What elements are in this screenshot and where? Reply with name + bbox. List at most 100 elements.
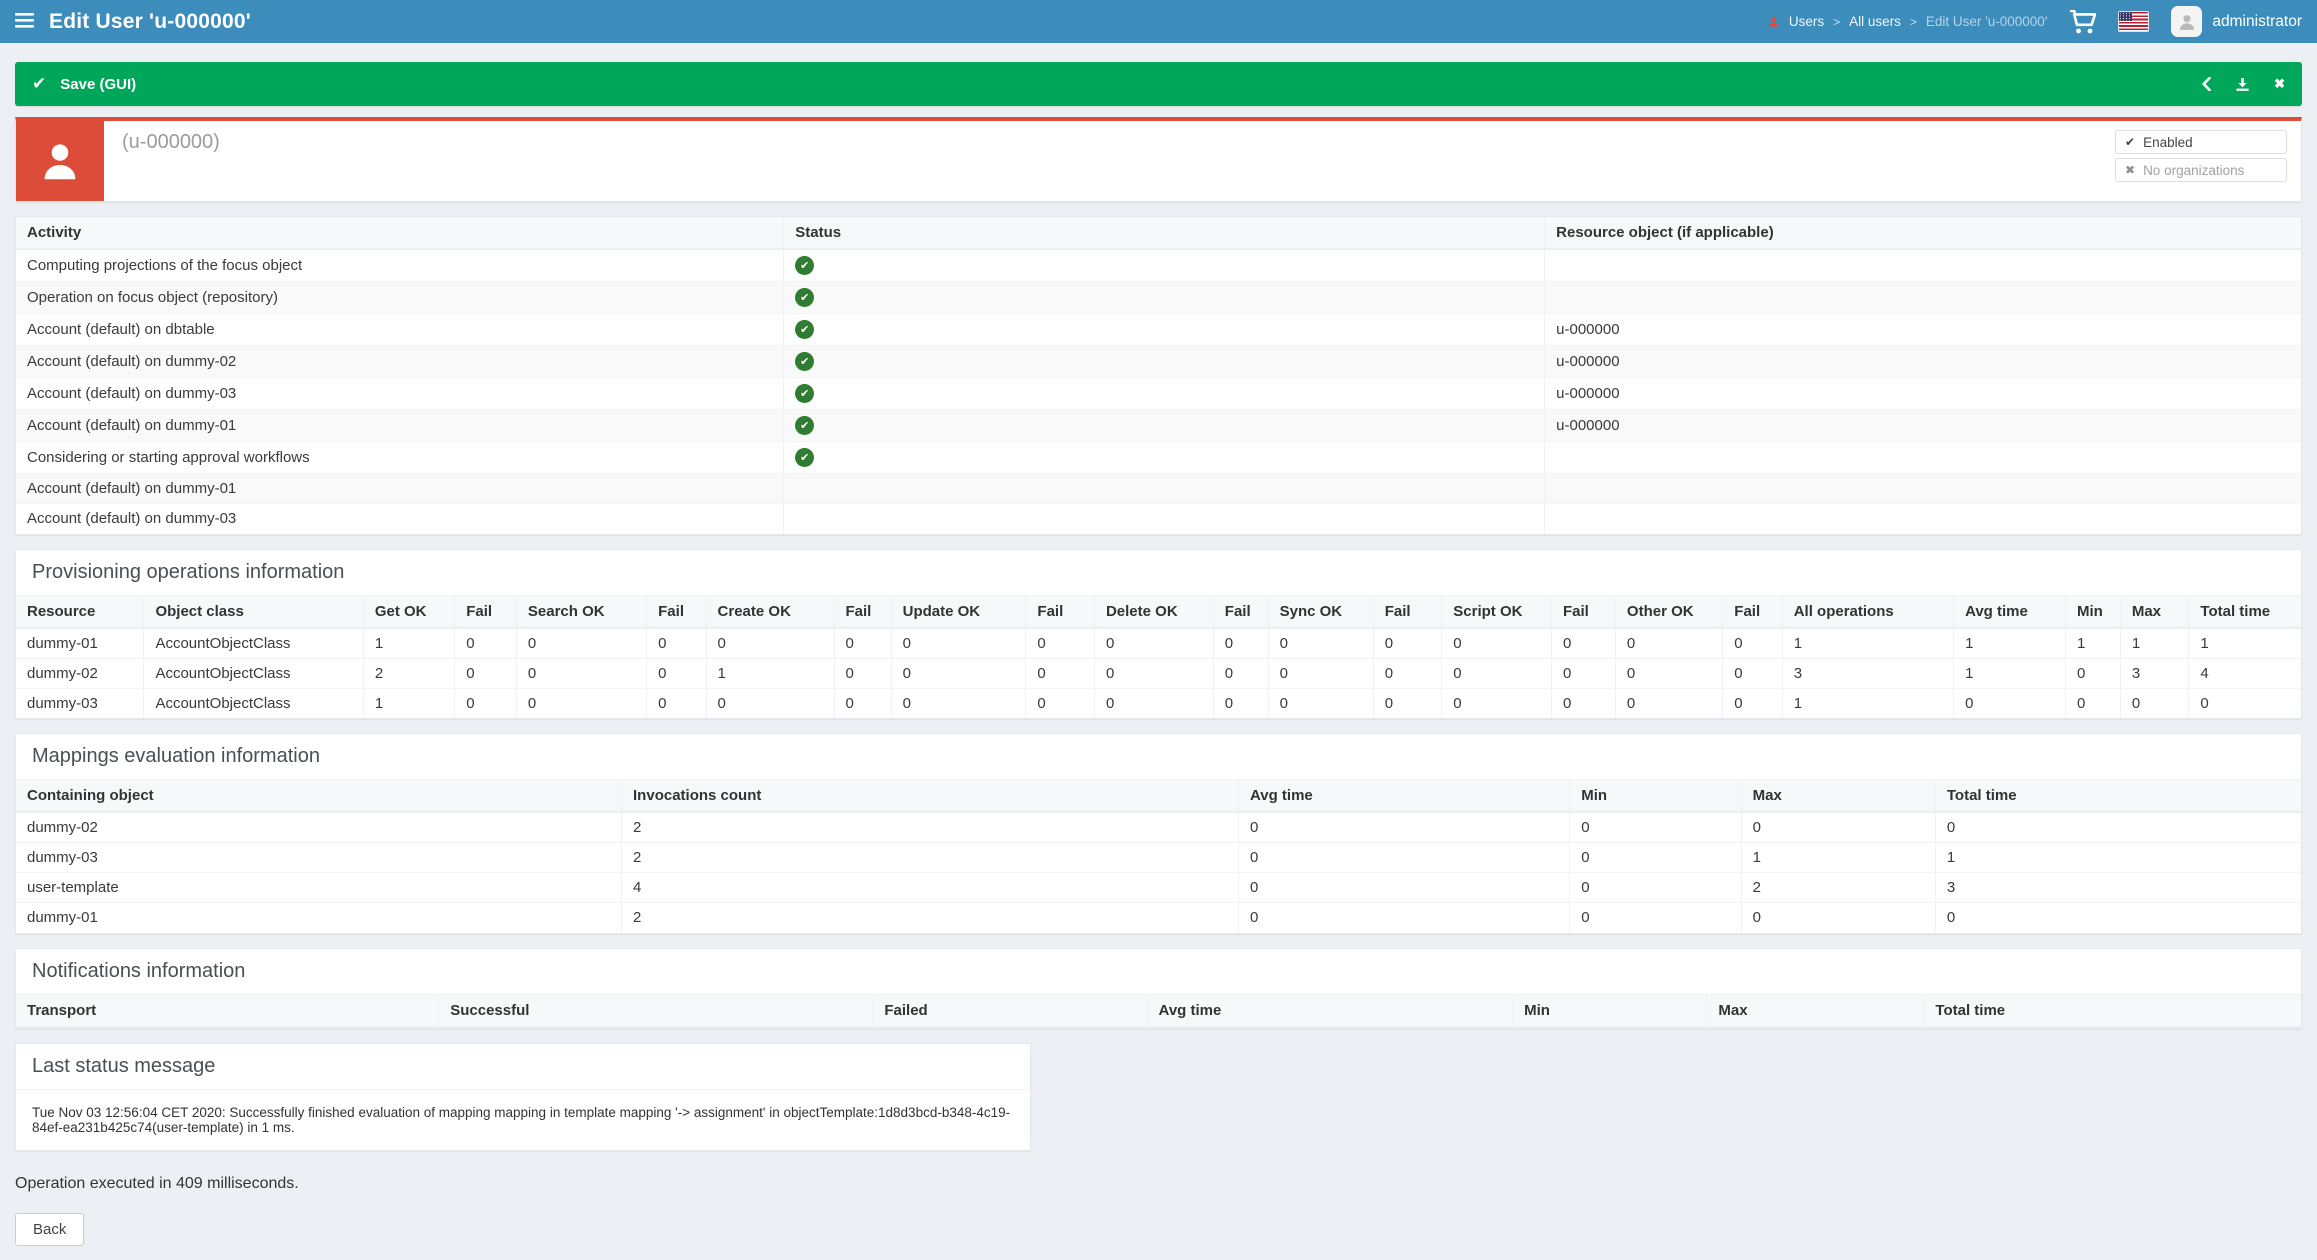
table-cell: user-template [16, 872, 622, 903]
notifications-table: Transport Successful Failed Avg time Min Max T… [16, 994, 2301, 1028]
column-header: All operations [1781, 595, 1954, 629]
table-cell: 0 [1025, 687, 1095, 718]
resource-cell: u-000000 [1544, 409, 2301, 442]
close-icon[interactable]: ✖ [2274, 76, 2285, 91]
column-header: Fail [646, 595, 707, 629]
breadcrumb-item[interactable]: All users [1849, 14, 1901, 29]
breadcrumb-separator: > [1909, 14, 1917, 29]
table-cell: 0 [1614, 657, 1723, 688]
status-cell: ✔ [783, 377, 1545, 410]
resource-cell [1544, 281, 2301, 314]
activity-cell: Account (default) on dummy-03 [16, 503, 784, 534]
column-header: Update OK [890, 595, 1026, 629]
table-cell: 2 [362, 657, 455, 688]
table-cell: 0 [833, 657, 892, 688]
resource-cell: u-000000 [1544, 345, 2301, 378]
column-header: Status [783, 217, 1545, 250]
table-cell: 0 [1569, 811, 1742, 843]
column-header: Avg time [1953, 595, 2066, 629]
column-header: Max [1740, 780, 1936, 813]
resource-cell: u-000000 [1544, 313, 2301, 346]
table-cell: 0 [454, 657, 517, 688]
notifications-box: Notifications information Transport Succe… [15, 947, 2302, 1029]
column-header: Fail [1025, 595, 1095, 629]
status-cell: ✔ [783, 409, 1545, 442]
status-cell [783, 503, 1545, 534]
table-cell: 0 [705, 687, 834, 718]
success-status-icon: ✔ [795, 320, 815, 339]
chevron-left-icon[interactable] [2202, 77, 2211, 91]
table-cell: 0 [646, 657, 707, 688]
table-row: dummy-01 2 0 0 0 0 [16, 902, 2301, 933]
status-badge: ✔ Enabled [2115, 130, 2287, 154]
breadcrumb-item[interactable]: Users [1788, 14, 1825, 29]
table-cell: dummy-01 [16, 902, 622, 933]
table-cell: 0 [1569, 902, 1742, 933]
status-cell: ✔ [783, 248, 1545, 282]
table-cell: 0 [2119, 687, 2189, 718]
table-row: Account (default) on dummy-01 [16, 473, 2301, 504]
column-header: Min [1512, 994, 1707, 1028]
success-status-icon: ✔ [795, 288, 815, 307]
download-icon[interactable] [2235, 77, 2250, 92]
success-status-icon: ✔ [795, 416, 815, 435]
table-cell: 1 [1781, 687, 1954, 718]
table-row: dummy-03 AccountObjectClass 1 0 0 0 0 0 0 0 0 0 0 0 0 0… [16, 687, 2301, 718]
table-cell: 2 [621, 811, 1239, 843]
provisioning-box: Provisioning operations information Reso… [15, 548, 2302, 719]
column-header: Create OK [705, 595, 834, 629]
table-row: dummy-01 AccountObjectClass 1 0 0 0 0 0 0 0 0 0 0 0 0 0… [16, 627, 2301, 658]
table-cell: 0 [1237, 902, 1570, 933]
menu-toggle-button[interactable] [15, 0, 49, 43]
table-cell: 0 [515, 687, 647, 718]
column-header: Other OK [1614, 595, 1723, 629]
table-cell: 0 [1722, 657, 1783, 688]
column-header: Fail [833, 595, 892, 629]
table-cell: 0 [2188, 687, 2301, 718]
header-row: Containing object Invocations count Avg ti… [16, 780, 2301, 813]
table-cell: 0 [1934, 811, 2301, 843]
status-badge-label: No organizations [2143, 162, 2245, 178]
table-cell: 0 [890, 657, 1026, 688]
locale-flag-icon[interactable] [2118, 11, 2150, 32]
header-row: Resource Object class Get OK Fail Search OK F… [16, 595, 2301, 629]
table-cell: 0 [454, 687, 517, 718]
back-button[interactable]: Back [15, 1212, 85, 1246]
table-cell: 0 [646, 627, 707, 658]
table-cell: 3 [2119, 657, 2189, 688]
user-menu[interactable]: administrator [2171, 6, 2302, 37]
column-header: Get OK [362, 595, 455, 629]
column-header: Fail [454, 595, 517, 629]
breadcrumb-separator: > [1833, 14, 1841, 29]
table-cell: 0 [515, 657, 647, 688]
status-badge: ✖ No organizations [2115, 158, 2287, 182]
resource-cell [1544, 503, 2301, 534]
column-header: Fail [1722, 595, 1783, 629]
table-cell: 0 [1237, 872, 1570, 903]
page-title: Edit User 'u-000000' [49, 9, 251, 33]
table-cell: 1 [362, 627, 455, 658]
table-cell: 0 [1569, 842, 1742, 873]
header-right: Users > All users > Edit User 'u-000000' adm… [1767, 6, 2302, 37]
table-cell: 3 [1781, 657, 1954, 688]
table-cell: 0 [1237, 811, 1570, 843]
table-cell: 4 [2188, 657, 2301, 688]
success-status-icon: ✔ [795, 256, 815, 275]
table-cell: dummy-03 [16, 687, 144, 718]
table-cell: 0 [1614, 687, 1723, 718]
resource-cell [1544, 441, 2301, 474]
table-cell: 0 [1025, 657, 1095, 688]
cart-icon[interactable] [2069, 9, 2097, 34]
column-header: Fail [1550, 595, 1616, 629]
column-header: Max [2119, 595, 2189, 629]
user-icon [1767, 15, 1780, 28]
table-cell: 0 [1093, 657, 1214, 688]
column-header: Max [1706, 994, 1924, 1028]
table-row: dummy-03 2 0 0 1 1 [16, 842, 2301, 873]
mappings-table: Containing object Invocations count Avg ti… [16, 780, 2301, 933]
column-header: Sync OK [1267, 595, 1374, 629]
activity-cell: Account (default) on dbtable [16, 313, 784, 346]
table-cell: AccountObjectClass [143, 627, 364, 658]
table-cell: AccountObjectClass [143, 657, 364, 688]
table-cell: 2 [621, 902, 1239, 933]
